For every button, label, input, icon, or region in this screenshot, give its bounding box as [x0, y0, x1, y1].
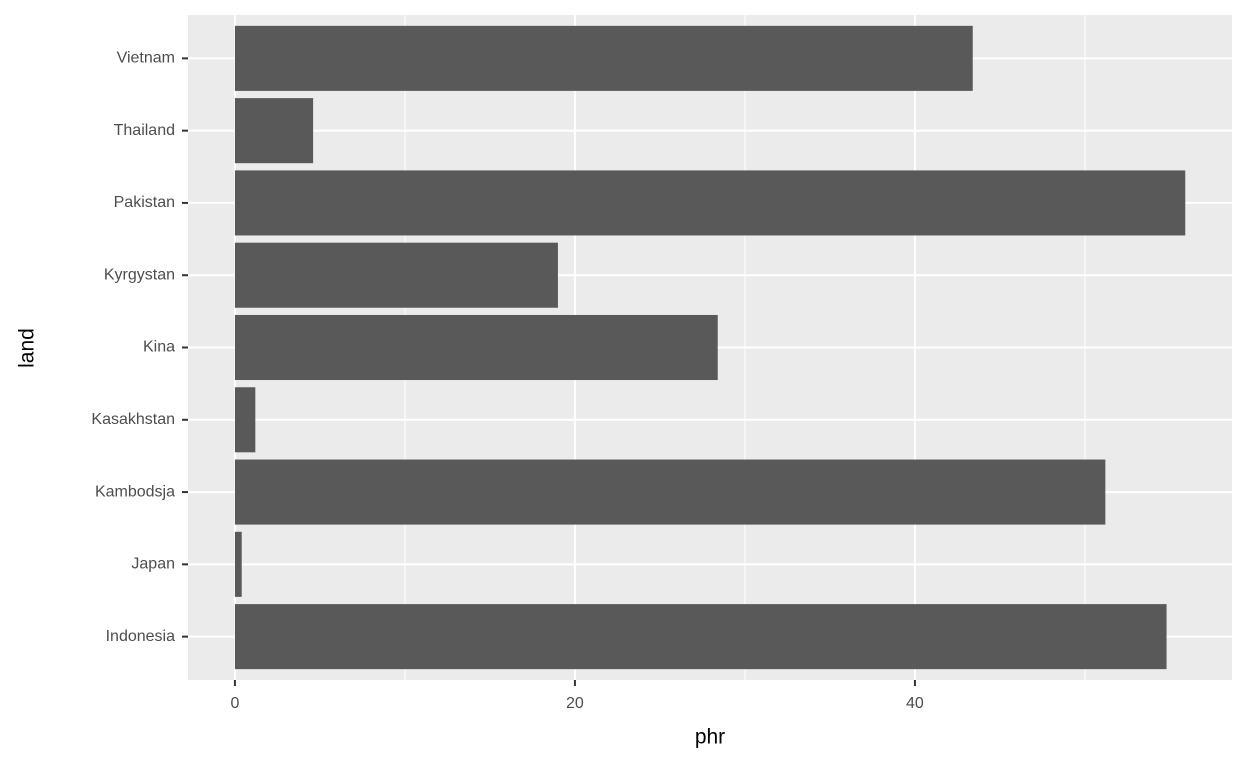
y-tick-label: Japan	[131, 556, 175, 573]
bar	[234, 170, 1186, 236]
y-tick-label: Kyrgystan	[104, 266, 175, 283]
y-tick-label: Indonesia	[106, 628, 175, 645]
bar	[234, 314, 718, 381]
x-tick-label: 0	[230, 695, 239, 712]
y-tick-label: Vietnam	[117, 50, 175, 67]
bar	[234, 242, 558, 308]
bar	[234, 387, 256, 453]
x-axis-title: phr	[695, 726, 725, 749]
bar	[234, 459, 1106, 525]
y-axis-title: land	[16, 328, 39, 368]
y-tick-label: Kambodsja	[95, 483, 175, 500]
bar	[234, 604, 1167, 670]
bar	[234, 531, 242, 597]
bar	[234, 98, 314, 164]
y-tick-label: Kasakhstan	[91, 411, 175, 428]
y-tick-label: Thailand	[114, 122, 175, 139]
y-tick-label: Kina	[143, 339, 175, 356]
x-tick-label: 20	[566, 695, 584, 712]
x-tick-label: 40	[906, 695, 924, 712]
y-tick-label: Pakistan	[114, 194, 175, 211]
bar	[234, 25, 973, 91]
